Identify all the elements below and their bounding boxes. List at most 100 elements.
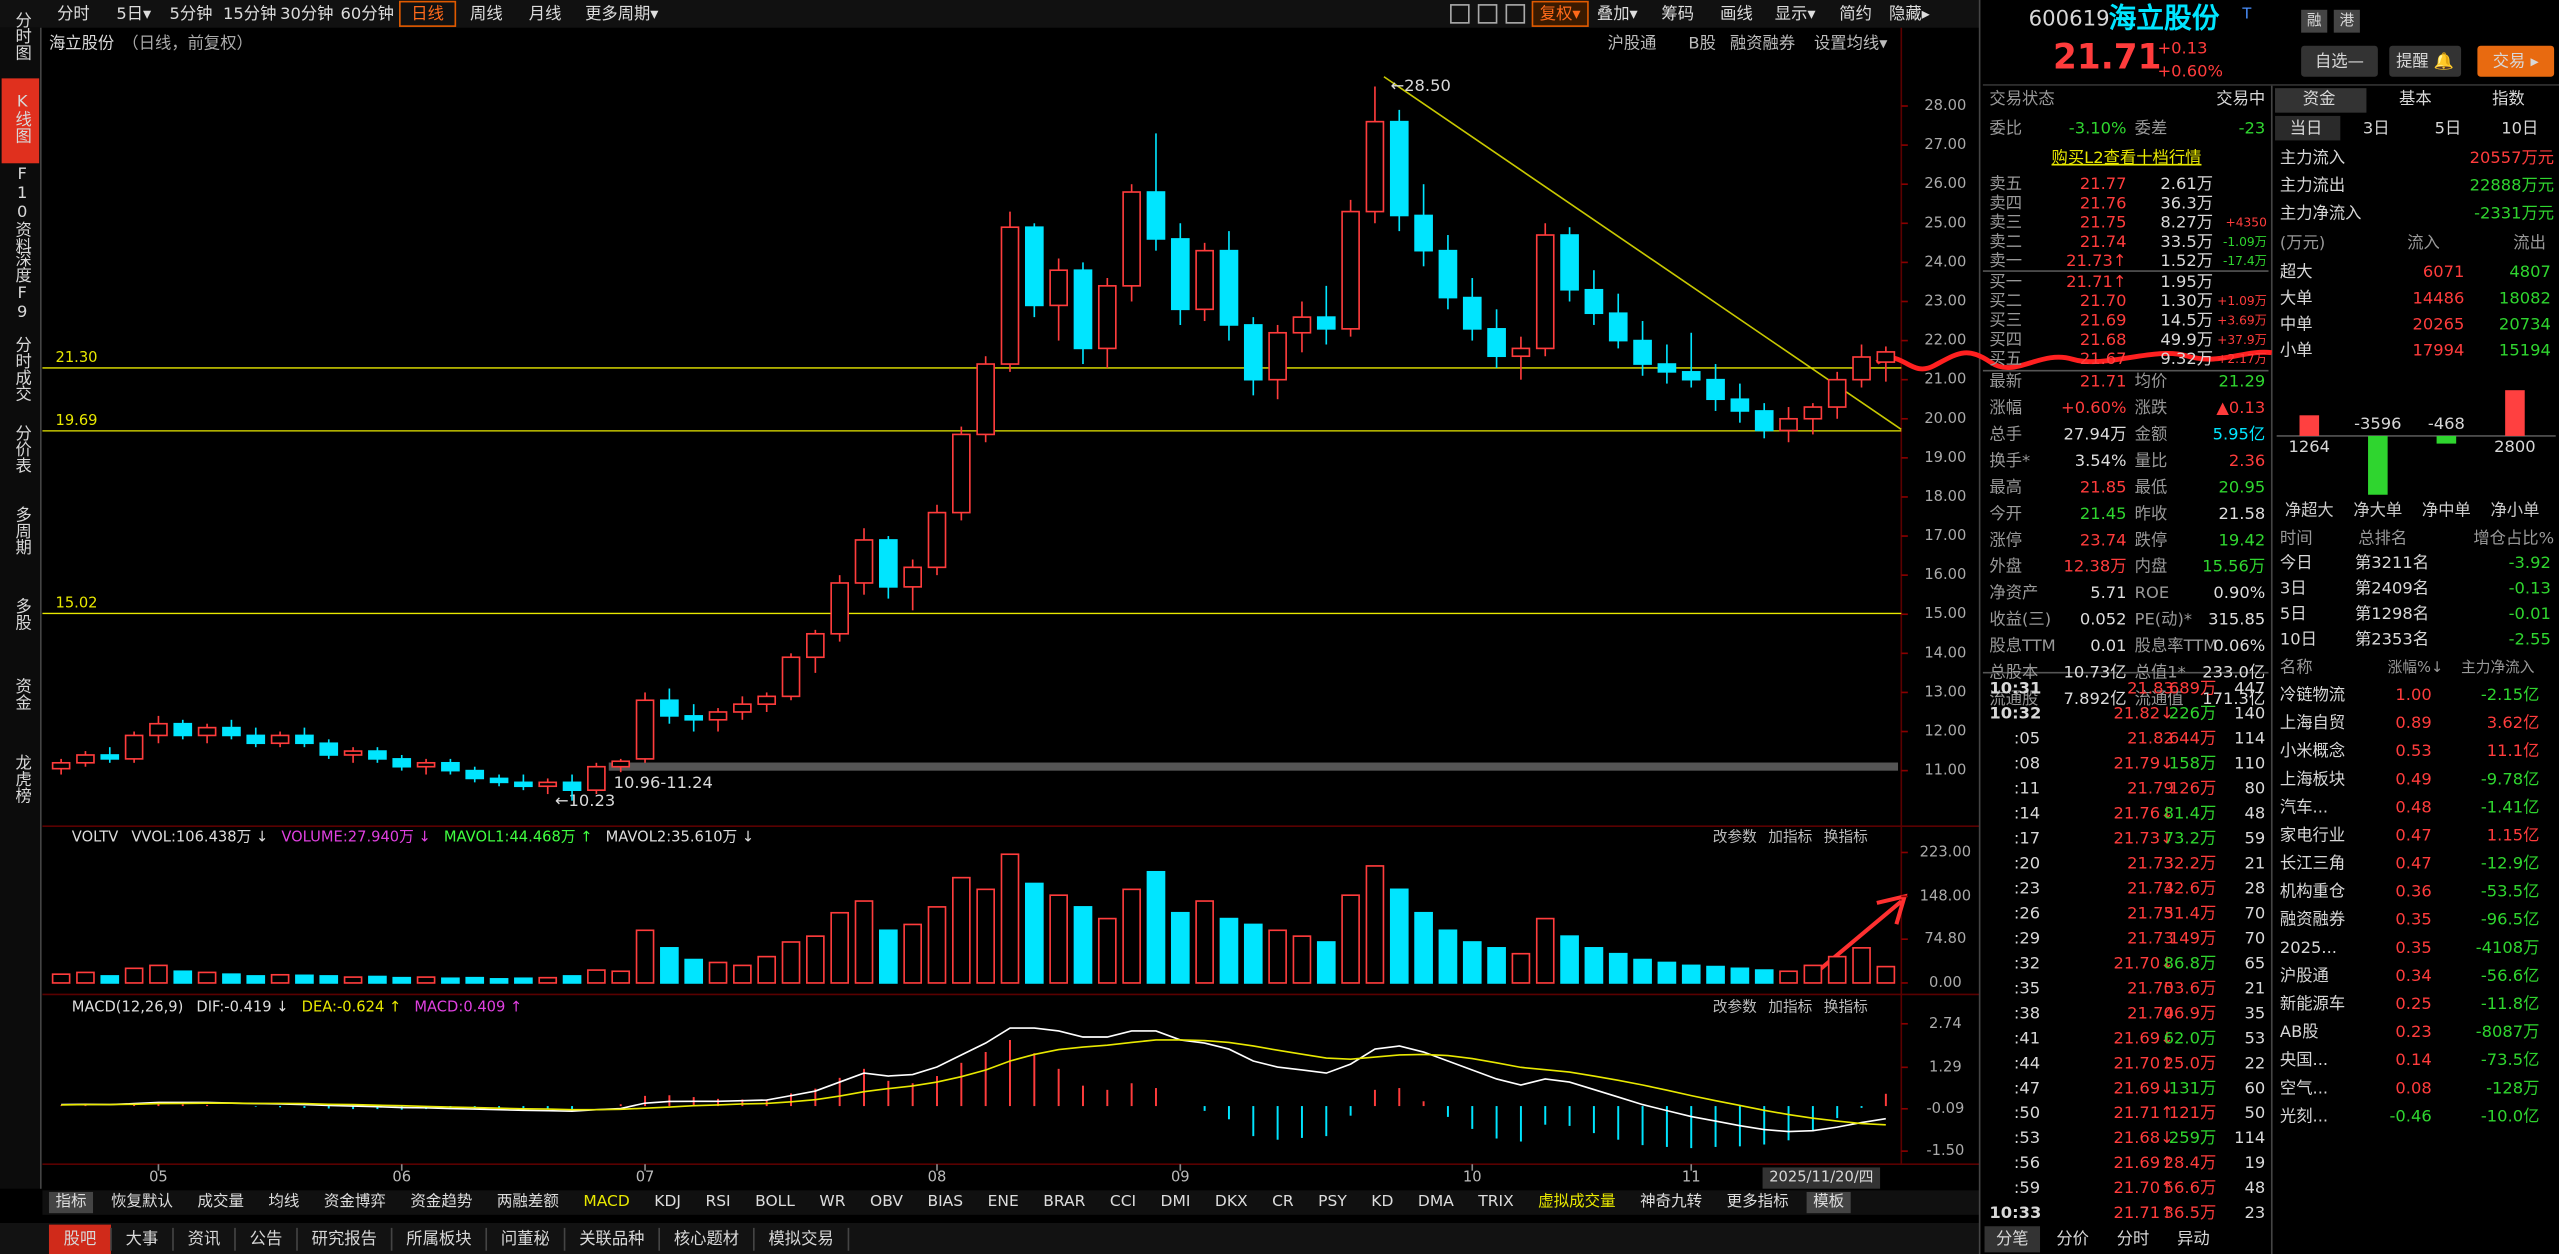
indicator-tab[interactable]: BOLL	[755, 1192, 795, 1210]
sector-name[interactable]: 汽车...	[2280, 797, 2328, 816]
sector-name[interactable]: 长江三角	[2280, 854, 2345, 873]
side-tab[interactable]: 多周期	[13, 506, 32, 556]
period-tab[interactable]: 当日	[2290, 118, 2323, 137]
indicator-tab[interactable]: KDJ	[654, 1192, 681, 1210]
period-tab[interactable]: 30分钟	[280, 4, 333, 23]
indicator-tab[interactable]: BIAS	[927, 1192, 963, 1210]
l2-link[interactable]: 购买L2查看十档行情	[2052, 148, 2202, 167]
bottom-tab[interactable]: 大事	[126, 1229, 159, 1248]
panel-button[interactable]: 改参数	[1713, 829, 1757, 846]
indicator-tab[interactable]: MACD	[583, 1192, 630, 1210]
indicator-tab[interactable]: 两融差额	[497, 1192, 559, 1210]
period-tab[interactable]: 5日▾	[116, 4, 152, 23]
fund-tab[interactable]: 资金	[2303, 89, 2336, 108]
tick-tab[interactable]: 分笔	[1996, 1229, 2029, 1248]
fund-tab[interactable]: 基本	[2399, 89, 2432, 108]
indicator-tab[interactable]: 更多指标	[1727, 1192, 1789, 1210]
bottom-tab[interactable]: 核心题材	[674, 1229, 739, 1248]
indicator-tab[interactable]: KD	[1371, 1192, 1393, 1210]
indicator-tab[interactable]: RSI	[705, 1192, 730, 1210]
sector-name[interactable]: 上海板块	[2280, 769, 2345, 788]
tick-tab[interactable]: 分价	[2056, 1229, 2089, 1248]
bottom-tab[interactable]: 关联品种	[579, 1229, 644, 1248]
panel-button[interactable]: 加指标	[1768, 998, 1812, 1015]
button[interactable]: 自选—	[2315, 52, 2364, 71]
tool-button[interactable]: 简约	[1839, 4, 1872, 23]
chart-link[interactable]: 沪股通	[1608, 34, 1657, 53]
period-tab[interactable]: 3日	[2363, 118, 2390, 137]
bottom-tab[interactable]: 所属板块	[406, 1229, 471, 1248]
side-tab[interactable]: 分价表	[13, 425, 32, 474]
sector-name[interactable]: 沪股通	[2280, 966, 2329, 985]
indicator-tab[interactable]: 指标	[55, 1192, 86, 1210]
period-tab[interactable]: 月线	[529, 4, 562, 23]
indicator-tab[interactable]: CCI	[1110, 1192, 1136, 1210]
indicator-tab[interactable]: ENE	[988, 1192, 1019, 1210]
sector-name[interactable]: 家电行业	[2280, 825, 2345, 844]
period-tab[interactable]: 60分钟	[341, 4, 394, 23]
indicator-tab[interactable]: 资金趋势	[410, 1192, 472, 1210]
side-tab[interactable]: F10资料	[13, 164, 32, 254]
tool-button[interactable]: 显示▾	[1775, 4, 1817, 23]
period-tab[interactable]: 日线	[411, 4, 444, 23]
fund-tab[interactable]: 指数	[2492, 89, 2525, 108]
panel-button[interactable]: 改参数	[1713, 998, 1757, 1015]
period-tab[interactable]: 更多周期▾	[585, 4, 659, 23]
tool-button[interactable]: 叠加▾	[1597, 4, 1639, 23]
indicator-tab[interactable]: 模板	[1813, 1192, 1844, 1210]
side-tab[interactable]: K线图	[13, 92, 32, 144]
sector-name[interactable]: 空气...	[2280, 1078, 2328, 1097]
bottom-tab[interactable]: 资讯	[188, 1229, 221, 1248]
bottom-tab[interactable]: 模拟交易	[769, 1229, 834, 1248]
bottom-tab[interactable]: 股吧	[64, 1229, 97, 1248]
sector-name[interactable]: 融资融券	[2280, 910, 2345, 929]
button[interactable]: 交易 ▸	[2493, 52, 2540, 71]
tool-button[interactable]: 隐藏▸	[1889, 4, 1931, 23]
indicator-tab[interactable]: 恢复默认	[111, 1192, 173, 1210]
sector-name[interactable]: 新能源车	[2280, 994, 2345, 1013]
side-tab[interactable]: 多股	[13, 598, 32, 632]
indicator-tab[interactable]: TRIX	[1477, 1192, 1514, 1210]
indicator-tab[interactable]: BRAR	[1043, 1192, 1085, 1210]
sector-name[interactable]: 光刻...	[2280, 1106, 2328, 1125]
panel-button[interactable]: 换指标	[1824, 829, 1868, 846]
tool-button[interactable]: 复权▾	[1540, 4, 1582, 23]
chart-link[interactable]: 设置均线▾	[1814, 34, 1888, 53]
bottom-tab[interactable]: 研究报告	[312, 1229, 377, 1248]
sector-name[interactable]: AB股	[2280, 1022, 2319, 1041]
period-tab[interactable]: 5日	[2435, 118, 2462, 137]
sector-name[interactable]: 2025...	[2280, 938, 2337, 957]
indicator-tab[interactable]: DMA	[1418, 1192, 1454, 1210]
indicator-tab[interactable]: 资金博弈	[324, 1192, 386, 1210]
bottom-tab[interactable]: 问董秘	[501, 1229, 550, 1248]
sector-name[interactable]: 上海自贸	[2280, 713, 2345, 732]
sector-name[interactable]: 央国...	[2280, 1050, 2328, 1069]
period-tab[interactable]: 10日	[2501, 118, 2538, 137]
period-tab[interactable]: 周线	[470, 4, 503, 23]
indicator-tab[interactable]: CR	[1272, 1192, 1294, 1210]
period-tab[interactable]: 15分钟	[223, 4, 276, 23]
button[interactable]: 提醒 🔔	[2396, 52, 2454, 71]
indicator-tab[interactable]: DKX	[1215, 1192, 1248, 1210]
side-tab[interactable]: 分时图	[13, 11, 32, 60]
indicator-tab[interactable]: DMI	[1161, 1192, 1191, 1210]
sector-name[interactable]: 小米概念	[2280, 741, 2345, 760]
sector-name[interactable]: 冷链物流	[2280, 685, 2345, 704]
panel-button[interactable]: 加指标	[1768, 829, 1812, 846]
indicator-tab[interactable]: 虚拟成交量	[1538, 1192, 1615, 1210]
side-tab[interactable]: 龙虎榜	[13, 754, 32, 804]
period-tab[interactable]: 分时	[57, 4, 90, 23]
sector-name[interactable]: 机构重仓	[2280, 882, 2345, 901]
tick-tab[interactable]: 分时	[2117, 1229, 2150, 1248]
bottom-tab[interactable]: 公告	[250, 1229, 283, 1248]
indicator-tab[interactable]: 神奇九转	[1640, 1192, 1702, 1210]
tool-button[interactable]: 画线	[1720, 4, 1753, 23]
indicator-tab[interactable]: OBV	[870, 1192, 903, 1210]
indicator-tab[interactable]: 均线	[268, 1192, 299, 1210]
tool-button[interactable]: 筹码	[1661, 4, 1694, 23]
indicator-tab[interactable]: 成交量	[197, 1192, 244, 1210]
chart-link[interactable]: 融资融券	[1730, 34, 1795, 53]
side-tab[interactable]: 深度F9	[13, 250, 32, 321]
side-tab[interactable]: 分时成交	[13, 336, 32, 401]
side-tab[interactable]: 资金	[13, 678, 32, 711]
